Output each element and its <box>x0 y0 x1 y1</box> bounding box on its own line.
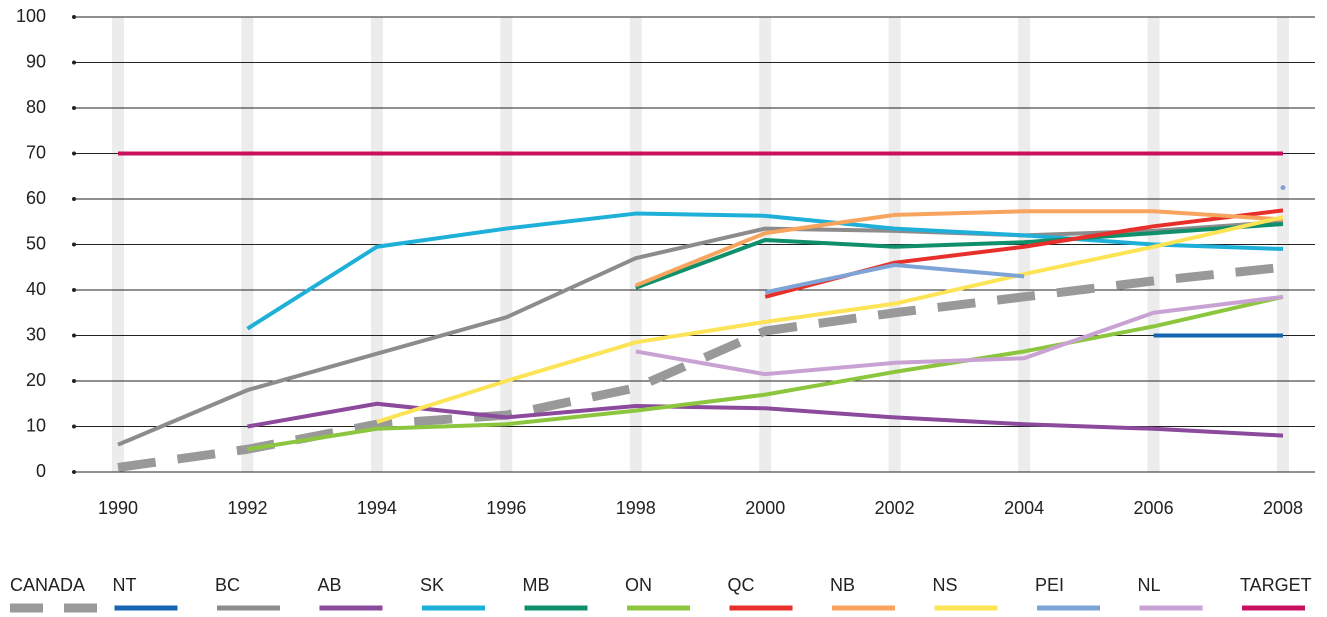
series-line <box>246 211 1284 331</box>
y-tick-label: 80 <box>26 97 46 117</box>
x-tick-label: 2002 <box>875 498 915 518</box>
series-line <box>764 262 1025 295</box>
tick-mark <box>72 60 76 65</box>
legend-label: NB <box>830 575 855 595</box>
x-tick-label: 2004 <box>1004 498 1044 518</box>
x-tick-label: 2006 <box>1134 498 1174 518</box>
tick-mark <box>72 197 76 201</box>
x-tick-label: 1998 <box>616 498 656 518</box>
y-tick-label: 70 <box>26 142 46 162</box>
legend-label: NL <box>1138 575 1161 595</box>
series-line <box>635 209 1284 288</box>
legend-label: TARGET <box>1240 575 1312 595</box>
legend-label: MB <box>523 575 550 595</box>
legend-label: NS <box>933 575 958 595</box>
tick-mark <box>72 424 76 429</box>
series-line <box>117 219 1284 447</box>
y-tick-label: 30 <box>26 324 46 344</box>
y-tick-label: 10 <box>26 415 46 435</box>
x-tick-label: 1990 <box>98 498 138 518</box>
tick-mark <box>72 15 76 19</box>
series-line <box>635 294 1284 377</box>
legend-label: BC <box>215 575 240 595</box>
y-tick-label: 0 <box>36 461 46 481</box>
line-point <box>1280 185 1286 191</box>
x-tick-label: 2000 <box>745 498 785 518</box>
legend-label: ON <box>625 575 652 595</box>
x-tick-label: 2008 <box>1263 498 1303 518</box>
y-tick-label: 40 <box>26 279 46 299</box>
x-tick-label: 1996 <box>486 498 526 518</box>
tick-mark <box>72 333 76 338</box>
tick-mark <box>72 470 76 474</box>
y-tick-label: 60 <box>26 188 46 208</box>
y-tick-label: 20 <box>26 370 46 390</box>
legend-label: PEI <box>1035 575 1064 595</box>
tick-mark <box>72 106 76 110</box>
tick-mark <box>72 151 76 156</box>
legend-label: QC <box>728 575 755 595</box>
series-line <box>635 222 1284 290</box>
y-tick-label: 100 <box>16 6 46 26</box>
legend-label: NT <box>113 575 137 595</box>
tick-mark <box>72 242 76 247</box>
legend-label: AB <box>318 575 342 595</box>
tick-mark <box>72 288 76 292</box>
series-line <box>376 215 1284 424</box>
series-line <box>117 262 1284 472</box>
legend-label: CANADA <box>10 575 85 595</box>
legend-label: SK <box>420 575 444 595</box>
y-tick-label: 50 <box>26 233 46 253</box>
tick-mark <box>72 379 76 383</box>
series-line <box>247 294 1284 452</box>
y-tick-label: 90 <box>26 51 46 71</box>
x-tick-label: 1992 <box>227 498 267 518</box>
x-tick-label: 1994 <box>357 498 397 518</box>
